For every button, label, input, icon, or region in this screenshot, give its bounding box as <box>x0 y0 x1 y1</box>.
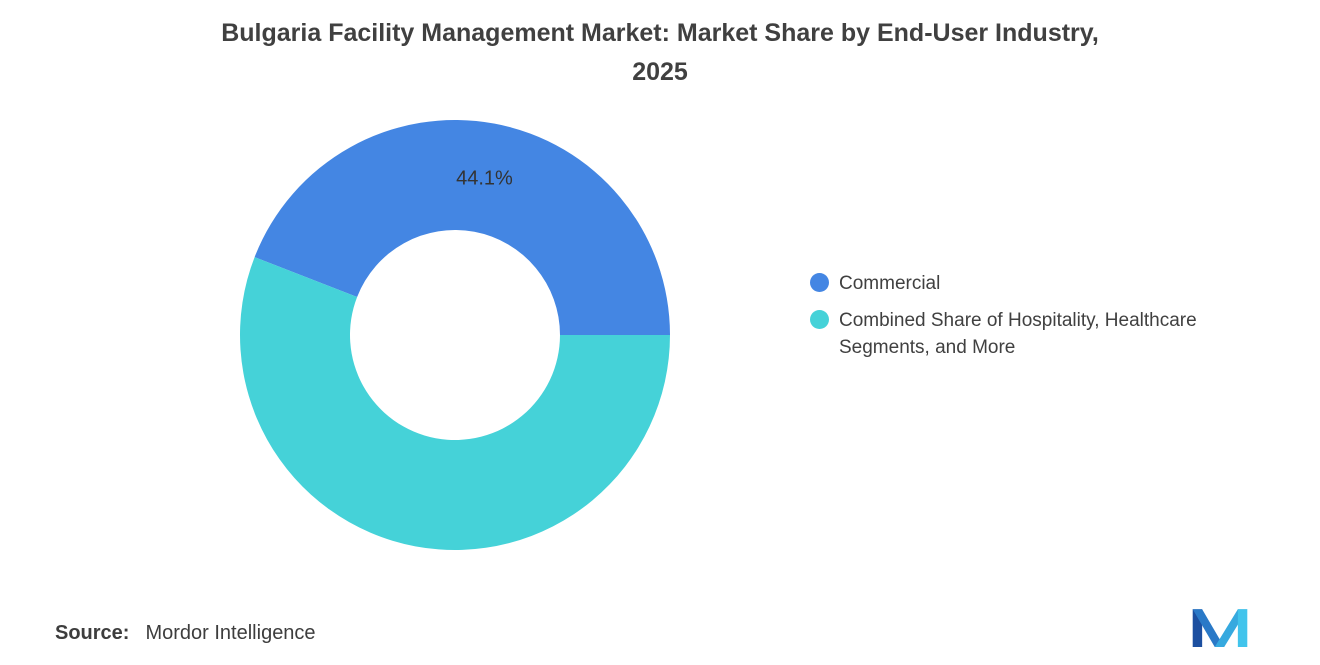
legend-label-commercial: Commercial <box>839 273 941 294</box>
legend-item-commercial[interactable]: Commercial <box>810 270 1280 298</box>
donut-chart: 44.1% <box>225 105 685 565</box>
logo-right-stroke <box>1237 609 1248 647</box>
legend-marker-commercial <box>810 273 829 292</box>
source-line: Source: Mordor Intelligence <box>55 622 316 645</box>
pie-slice-data-label: 44.1% <box>456 168 513 190</box>
legend-marker-combined-share <box>810 309 829 329</box>
chart-legend: Commercial Combined Share of Hospitality… <box>810 270 1280 362</box>
chart-title-line2: 2025 <box>632 57 688 86</box>
mordor-intelligence-logo <box>1192 609 1248 647</box>
source-value: Mordor Intelligence <box>145 622 316 644</box>
legend-label-combined-share: Combined Share of Hospitality, Healthcar… <box>839 309 1197 359</box>
legend-item-combined-share[interactable]: Combined Share of Hospitality, Healthcar… <box>810 307 1280 362</box>
pie-slice-1[interactable] <box>240 257 670 550</box>
donut-svg: 44.1% <box>240 119 670 550</box>
chart-title: Bulgaria Facility Management Market: Mar… <box>0 14 1320 92</box>
source-label: Source: <box>55 622 130 644</box>
logo-left-diagonal <box>1192 609 1225 647</box>
chart-title-line1: Bulgaria Facility Management Market: Mar… <box>221 19 1099 47</box>
pie-slice-0[interactable] <box>254 119 670 335</box>
